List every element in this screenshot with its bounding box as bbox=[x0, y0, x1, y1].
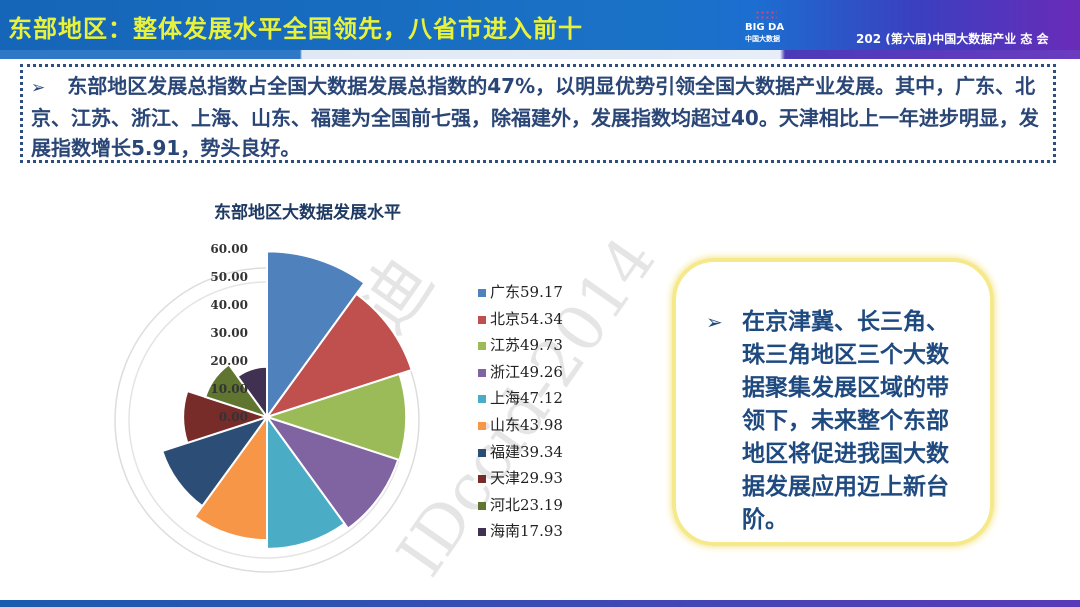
event-name: 202 (第六届)中国大数据产业 态 会 bbox=[856, 32, 1049, 46]
legend-swatch bbox=[478, 475, 486, 484]
radial-tick-label: 40.00 bbox=[210, 298, 248, 312]
bullet-arrow-icon: ➢ bbox=[31, 78, 46, 98]
radial-tick-label: 20.00 bbox=[210, 354, 248, 368]
legend-item: 北京54.34 bbox=[478, 307, 563, 331]
radial-tick-label: 10.00 bbox=[210, 382, 248, 396]
legend-item: 上海47.12 bbox=[478, 386, 563, 410]
legend-label: 福建39.34 bbox=[490, 442, 563, 461]
legend-item: 广东59.17 bbox=[478, 280, 563, 304]
sector-江苏 bbox=[263, 372, 408, 462]
radial-tick-label: 60.00 bbox=[210, 242, 248, 256]
legend-item: 福建39.34 bbox=[478, 440, 563, 464]
chart-title: 东部地区大数据发展水平 bbox=[214, 203, 401, 223]
sector-上海 bbox=[266, 413, 346, 550]
header-subbar bbox=[0, 50, 1080, 59]
intro-textbox: ➢ 东部地区发展总指数占全国大数据发展总指数的47%，以明显优势引领全国大数据产业… bbox=[20, 64, 1056, 163]
radial-tick-label: 50.00 bbox=[210, 270, 248, 284]
sector-北京 bbox=[264, 292, 413, 419]
event-logo: BIG DA 中国大数据 bbox=[745, 10, 784, 45]
intro-text: 东部地区发展总指数占全国大数据发展总指数的47%，以明显优势引领全国大数据产业发… bbox=[31, 74, 1039, 160]
legend-item: 海南17.93 bbox=[478, 519, 563, 543]
summary-callout: ➢ 在京津冀、长三角、珠三角地区三个大数据聚集发展区域的带领下，未来整个东部地区… bbox=[672, 258, 994, 546]
legend-swatch bbox=[478, 528, 486, 537]
legend-item: 江苏49.73 bbox=[478, 333, 563, 357]
polar-area-chart: 0.00 10.00 20.00 30.00 40.00 50.00 60.00 bbox=[114, 242, 420, 573]
sector-福建 bbox=[160, 415, 270, 508]
legend-label: 天津29.93 bbox=[490, 469, 563, 488]
sector-海南 bbox=[236, 365, 268, 421]
legend-label: 广东59.17 bbox=[490, 283, 563, 301]
sector-广东 bbox=[266, 250, 366, 421]
logo-dots-icon bbox=[755, 10, 777, 22]
legend-swatch bbox=[478, 368, 486, 377]
legend-swatch bbox=[478, 448, 486, 457]
legend-label: 上海47.12 bbox=[490, 389, 563, 408]
header-bar: 东部地区：整体发展水平全国领先，八省市进入前十 BIG DA 中国大数据 202 … bbox=[0, 0, 1080, 50]
page-title: 东部地区：整体发展水平全国领先，八省市进入前十 bbox=[8, 15, 583, 43]
legend-swatch bbox=[478, 342, 486, 351]
sector-天津 bbox=[182, 389, 271, 445]
legend-label: 海南17.93 bbox=[490, 522, 563, 541]
legend-swatch bbox=[478, 422, 486, 430]
legend-item: 天津29.93 bbox=[478, 466, 563, 490]
sector-河北 bbox=[203, 363, 270, 419]
bullet-arrow-icon: ➢ bbox=[706, 310, 723, 334]
legend-label: 河北23.19 bbox=[490, 495, 563, 514]
callout-text: 在京津冀、长三角、珠三角地区三个大数据聚集发展区域的带领下，未来整个东部地区将促… bbox=[742, 309, 949, 533]
legend-item: 河北23.19 bbox=[478, 493, 563, 517]
legend-swatch bbox=[478, 395, 486, 404]
legend-label: 江苏49.73 bbox=[490, 336, 563, 355]
legend-swatch bbox=[478, 289, 486, 297]
legend-label: 山东43.98 bbox=[490, 416, 563, 434]
legend-item: 山东43.98 bbox=[478, 413, 563, 437]
footer-bar bbox=[0, 600, 1080, 607]
legend-swatch bbox=[478, 315, 486, 324]
sector-浙江 bbox=[264, 415, 400, 530]
legend-swatch bbox=[478, 501, 486, 510]
radial-tick-label: 0.00 bbox=[219, 410, 248, 424]
legend-item: 浙江49.26 bbox=[478, 360, 563, 384]
sector-山东 bbox=[193, 413, 268, 542]
legend-label: 浙江49.26 bbox=[490, 362, 563, 381]
radial-tick-label: 30.00 bbox=[210, 326, 248, 340]
legend-label: 北京54.34 bbox=[490, 309, 563, 328]
